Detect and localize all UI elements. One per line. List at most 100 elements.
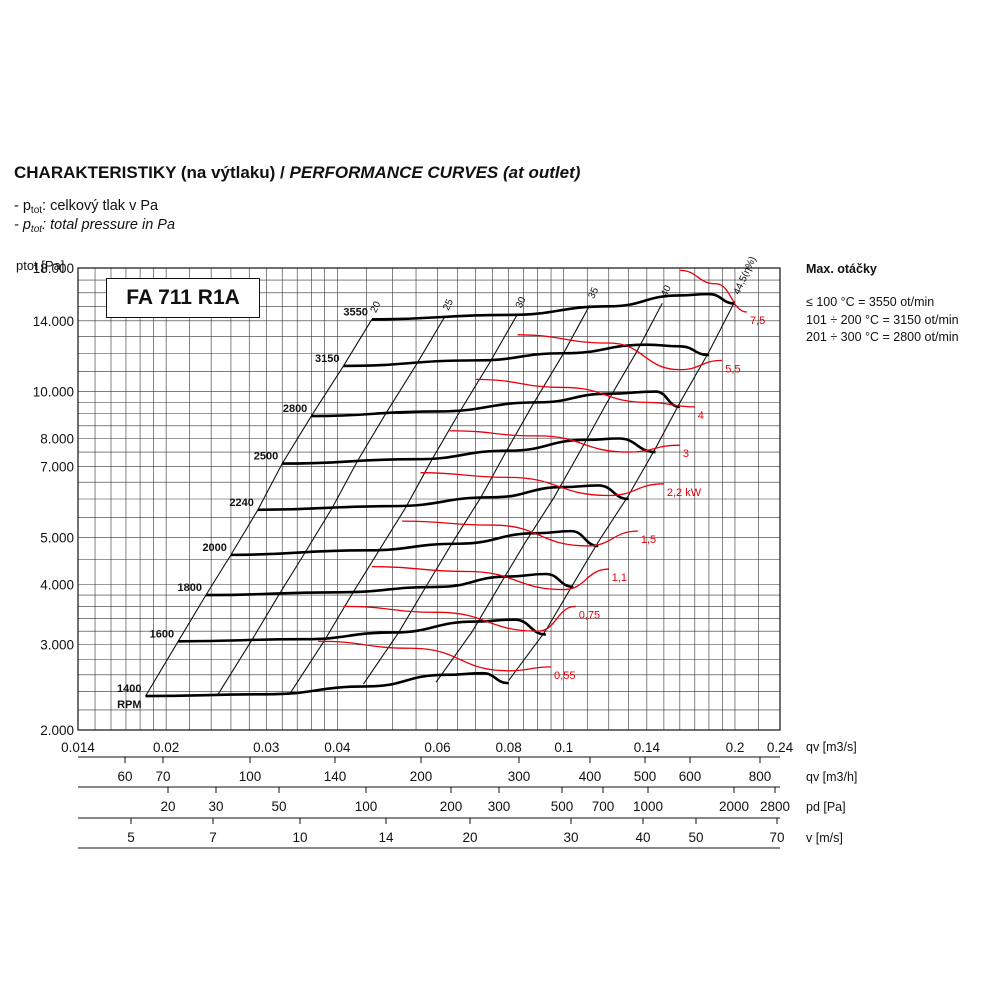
power-curve-label: 7,5 (750, 315, 765, 327)
secondary-tick-label: 30 (208, 799, 223, 814)
x-tick-label: 0.02 (153, 740, 179, 755)
y-tick-label: 8.000 (40, 432, 74, 447)
x-tick-label: 0.06 (424, 740, 450, 755)
x-axis-label: qv [m3/s] (806, 740, 857, 754)
x-tick-label: 0.24 (767, 740, 794, 755)
power-curve-label: 0,75 (579, 609, 600, 621)
secondary-tick-label: 500 (551, 799, 574, 814)
legend-line-czech: - ptot: celkový tlak v Pa (14, 198, 159, 216)
x-tick-label: 0.14 (634, 740, 661, 755)
legend-line-english: - ptot: total pressure in Pa (14, 217, 176, 235)
secondary-tick-label: 5 (127, 830, 135, 845)
sidebar-line: 201 ÷ 300 °C = 2800 ot/min (806, 330, 959, 344)
speed-curve (205, 572, 574, 597)
speed-curve (282, 437, 656, 465)
efficiency-label: 44,5(η%) (732, 255, 759, 296)
y-tick-label: 5.000 (40, 530, 74, 545)
y-tick-label: 7.000 (40, 460, 74, 475)
secondary-tick-label: 50 (688, 830, 703, 845)
secondary-axis-label: pd [Pa] (806, 800, 846, 814)
chart-title: CHARAKTERISTIKY (na výtlaku) / PERFORMAN… (14, 163, 580, 183)
speed-curve (145, 671, 509, 698)
power-curve-label: 4 (698, 410, 704, 422)
title-english: PERFORMANCE CURVES (at outlet) (289, 163, 581, 182)
secondary-tick-label: 300 (508, 769, 531, 784)
y-axis-label: ptot [Pa] (16, 258, 64, 273)
speed-curve-label: 2500 (254, 451, 278, 463)
speed-curve-label: 2800 (283, 403, 307, 415)
speed-curve (311, 390, 681, 418)
speed-curve-label: 1600 (150, 628, 174, 640)
speed-curve (257, 484, 629, 512)
speed-curve (343, 343, 709, 368)
power-curve-label: 3 (683, 448, 689, 460)
y-tick-label: 3.000 (40, 638, 74, 653)
x-tick-label: 0.03 (253, 740, 279, 755)
secondary-tick-label: 20 (160, 799, 175, 814)
speed-curve (178, 618, 546, 643)
title-czech: CHARAKTERISTIKY (na výtlaku) / (14, 163, 290, 182)
power-curve (343, 605, 576, 632)
rpm-unit-label: RPM (117, 699, 141, 711)
secondary-tick-label: 70 (155, 769, 170, 784)
secondary-tick-label: 14 (378, 830, 394, 845)
speed-curve-label: 2240 (229, 497, 253, 509)
model-label: FA 711 R1A (106, 278, 260, 318)
power-curve-label: 1,1 (612, 572, 627, 584)
secondary-tick-label: 100 (355, 799, 378, 814)
power-curve-label: 2,2 kW (667, 487, 702, 499)
efficiency-label: 35 (586, 285, 601, 300)
secondary-tick-label: 700 (592, 799, 615, 814)
secondary-tick-label: 30 (563, 830, 578, 845)
secondary-tick-label: 400 (579, 769, 602, 784)
x-tick-label: 0.014 (61, 740, 95, 755)
efficiency-line (435, 302, 663, 683)
power-curve (420, 472, 664, 497)
x-tick-label: 0.1 (554, 740, 573, 755)
power-curve-label: 1,5 (641, 534, 656, 546)
efficiency-label: 30 (514, 295, 529, 310)
y-tick-label: 18.000 (33, 261, 74, 276)
secondary-tick-label: 60 (117, 769, 132, 784)
secondary-tick-label: 2800 (760, 799, 790, 814)
speed-curve (371, 292, 736, 321)
speed-curve-label: 3150 (315, 353, 339, 365)
power-curve-label: 0,55 (554, 670, 575, 682)
sidebar-title: Max. otáčky (806, 262, 877, 276)
speed-curve-label: 2000 (202, 542, 226, 554)
secondary-tick-label: 50 (271, 799, 286, 814)
speed-curve-label: 3550 (343, 306, 367, 318)
sidebar-line: 101 ÷ 200 °C = 3150 ot/min (806, 313, 959, 327)
secondary-tick-label: 7 (209, 830, 217, 845)
efficiency-label: 20 (369, 299, 384, 314)
secondary-tick-label: 140 (324, 769, 347, 784)
power-curve (402, 520, 638, 547)
x-tick-label: 0.04 (324, 740, 351, 755)
secondary-tick-label: 70 (769, 830, 784, 845)
plot-frame (77, 267, 781, 731)
efficiency-label: 25 (441, 297, 456, 312)
speed-curve-label: 1800 (177, 582, 201, 594)
power-curve (517, 334, 723, 371)
y-tick-label: 2.000 (40, 723, 74, 738)
secondary-tick-label: 20 (462, 830, 477, 845)
x-tick-label: 0.08 (495, 740, 521, 755)
y-tick-label: 14.000 (33, 314, 74, 329)
power-curve (475, 378, 695, 408)
secondary-tick-label: 40 (635, 830, 650, 845)
secondary-tick-label: 300 (488, 799, 511, 814)
speed-curve-label: 1400 (117, 683, 141, 695)
secondary-axis-label: qv [m3/h] (806, 770, 857, 784)
secondary-tick-label: 500 (634, 769, 657, 784)
secondary-tick-label: 600 (679, 769, 702, 784)
efficiency-line (508, 300, 736, 681)
power-curve (679, 269, 748, 313)
secondary-axis-label: v [m/s] (806, 831, 843, 845)
secondary-tick-label: 2000 (719, 799, 749, 814)
speed-curve (230, 529, 599, 557)
power-curve (449, 430, 680, 453)
x-tick-label: 0.2 (726, 740, 745, 755)
secondary-tick-label: 200 (440, 799, 463, 814)
secondary-tick-label: 1000 (633, 799, 663, 814)
secondary-tick-label: 800 (749, 769, 772, 784)
